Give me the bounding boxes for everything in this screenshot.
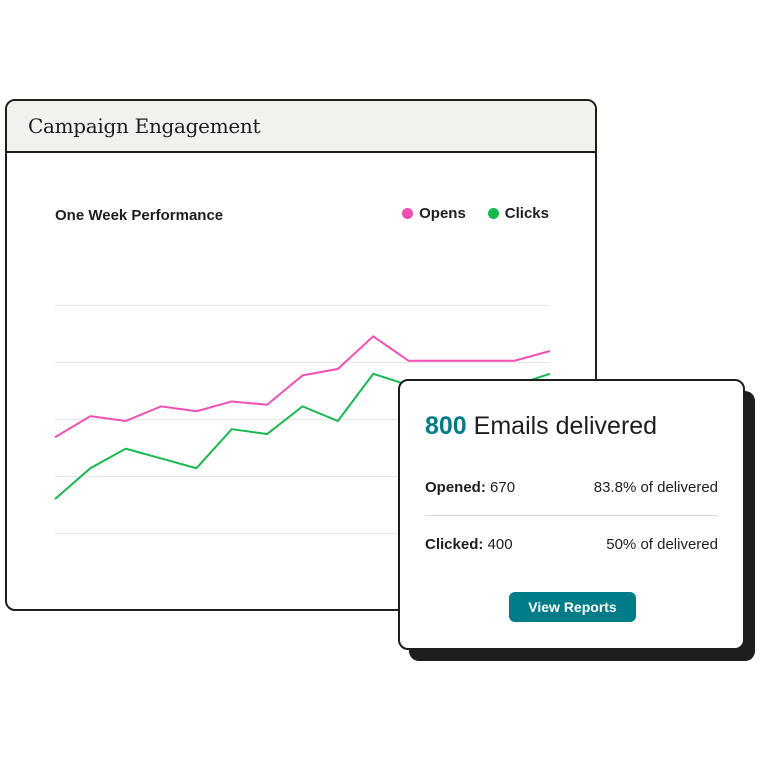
emails-delivered-card: 800 Emails delivered Opened: 670 83.8% o…: [398, 379, 745, 650]
clicked-summary: Clicked: 400: [425, 536, 513, 553]
stats-divider: [425, 515, 718, 516]
stats-headline: 800 Emails delivered: [425, 412, 657, 441]
clicked-percentage: 50% of delivered: [606, 536, 718, 553]
chart-title: One Week Performance: [55, 207, 224, 224]
legend-item-opens: Opens: [402, 205, 466, 222]
legend-item-clicks: Clicks: [487, 205, 549, 222]
card-header: Campaign Engagement: [7, 101, 595, 153]
opens-legend-dot: [402, 208, 414, 219]
view-reports-button[interactable]: View Reports: [509, 592, 636, 622]
clicked-value: 400: [487, 536, 513, 553]
opened-label: Opened:: [425, 479, 486, 496]
legend-label-clicks: Clicks: [504, 205, 549, 222]
clicked-label: Clicked:: [425, 536, 484, 553]
opened-percentage: 83.8% of delivered: [593, 479, 718, 496]
opened-row: Opened: 670 83.8% of delivered: [425, 479, 718, 496]
series-line-opens: [54, 335, 551, 439]
chart-legend: Opens Clicks: [402, 205, 549, 222]
clicks-legend-dot: [487, 208, 499, 219]
opened-summary: Opened: 670: [425, 479, 515, 496]
legend-label-opens: Opens: [419, 205, 466, 222]
opened-value: 670: [490, 479, 516, 496]
delivered-label: Emails delivered: [473, 412, 658, 440]
clicked-row: Clicked: 400 50% of delivered: [425, 536, 718, 553]
card-title: Campaign Engagement: [28, 114, 261, 138]
delivered-count: 800: [425, 412, 467, 440]
